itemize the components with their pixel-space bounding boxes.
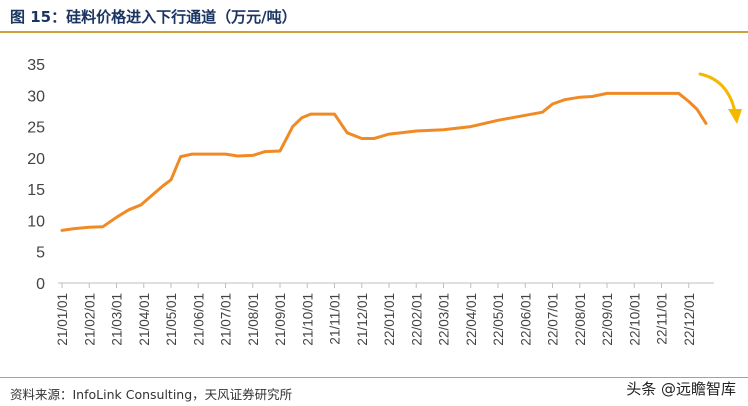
y-tick-label: 0 xyxy=(36,276,45,293)
x-tick-label: 22/05/01 xyxy=(491,293,506,346)
x-tick-label: 21/06/01 xyxy=(191,293,206,346)
x-tick-label: 21/05/01 xyxy=(164,293,179,346)
downtrend-arrow-shaft xyxy=(698,72,737,114)
x-tick-label: 22/10/01 xyxy=(627,293,642,346)
y-tick-label: 25 xyxy=(27,120,45,137)
source-note: 资料来源：InfoLink Consulting，天风证券研究所 xyxy=(10,387,293,402)
x-tick-label: 21/08/01 xyxy=(246,293,261,346)
plot-area xyxy=(60,72,742,232)
x-tick-label: 22/12/01 xyxy=(682,293,697,346)
x-tick-label: 21/02/01 xyxy=(82,293,97,346)
x-tick-label: 21/10/01 xyxy=(300,293,315,346)
x-tick-label: 22/11/01 xyxy=(655,293,670,345)
y-tick-label: 15 xyxy=(27,182,45,199)
x-tick-label: 22/02/01 xyxy=(409,293,424,346)
x-tick-label: 21/01/01 xyxy=(55,293,70,346)
x-tick-label: 21/07/01 xyxy=(219,293,234,346)
x-tick-label: 21/12/01 xyxy=(355,293,370,346)
x-tick-label: 22/06/01 xyxy=(518,293,533,346)
watermark: 头条 @远瞻智库 xyxy=(626,380,736,398)
x-tick-label: 21/04/01 xyxy=(137,293,152,346)
chart-title: 图 15：硅料价格进入下行通道（万元/吨） xyxy=(10,8,297,26)
y-tick-label: 20 xyxy=(27,151,45,168)
price-series-line xyxy=(60,91,708,232)
y-tick-label: 35 xyxy=(27,57,45,74)
y-tick-label: 5 xyxy=(36,245,45,262)
x-tick-label: 22/03/01 xyxy=(437,293,452,346)
y-tick-label: 10 xyxy=(27,213,45,230)
x-tick-label: 22/08/01 xyxy=(573,293,588,346)
x-tick-label: 21/03/01 xyxy=(110,293,125,346)
downtrend-arrow-head xyxy=(728,109,742,124)
x-tick-label: 22/01/01 xyxy=(382,293,397,346)
x-tick-label: 22/09/01 xyxy=(600,293,615,346)
source-divider xyxy=(0,377,748,378)
y-tick-label: 30 xyxy=(27,88,45,105)
x-tick-label: 22/04/01 xyxy=(464,293,479,346)
title-divider xyxy=(0,31,748,33)
x-tick-label: 21/09/01 xyxy=(273,293,288,346)
y-axis: 0 5 10 15 20 25 30 35 xyxy=(27,57,45,293)
x-tick-label: 22/07/01 xyxy=(546,293,561,346)
x-tick-label: 21/11/01 xyxy=(328,293,343,345)
x-axis: 21/01/01 21/02/01 21/03/01 21/04/01 21/05/01… xyxy=(55,282,714,346)
